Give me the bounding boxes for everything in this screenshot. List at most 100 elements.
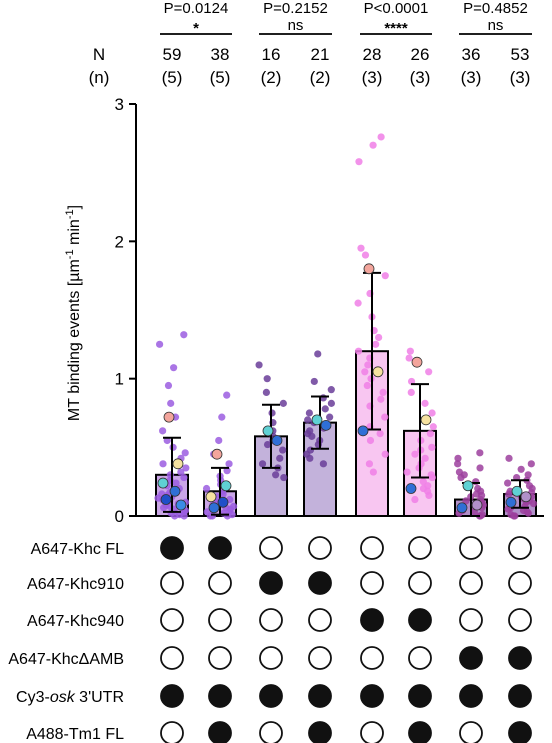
replicate-mean-point: [505, 496, 517, 508]
condition-dot-filled: [360, 608, 384, 632]
condition-dot-filled: [208, 684, 232, 708]
y-tick-label: 3: [115, 95, 124, 114]
data-point: [255, 361, 263, 369]
condition-dot-empty: [360, 571, 384, 595]
statistics-header: P=0.0124*P=0.2152nsP<0.0001****P=0.4852n…: [160, 0, 532, 37]
n-header-N: N: [93, 45, 105, 64]
count-n: (3): [461, 68, 482, 87]
count-N: 53: [511, 45, 530, 64]
data-point: [364, 361, 372, 369]
replicate-mean-point: [208, 502, 220, 514]
count-n: (5): [210, 68, 231, 87]
condition-dot-filled: [208, 721, 232, 743]
data-point: [223, 512, 232, 520]
condition-label-part: 3'UTR: [75, 689, 124, 706]
data-point: [327, 386, 335, 394]
data-point: [366, 436, 375, 445]
data-point: [354, 299, 362, 307]
y-tick-label: 0: [115, 507, 124, 526]
replicate-mean-point: [372, 366, 384, 378]
data-point: [381, 450, 389, 458]
data-point: [177, 468, 185, 476]
condition-dot-filled: [408, 684, 432, 708]
replicate-means: [157, 263, 532, 514]
replicate-mean-point: [420, 414, 432, 426]
data-point: [411, 450, 419, 458]
count-N: 16: [262, 45, 281, 64]
n-header-n: (n): [89, 68, 110, 87]
y-axis-label: MT binding events [µm-1 min-1]: [64, 205, 83, 421]
data-point: [181, 449, 189, 457]
significance-label: *: [193, 20, 199, 37]
data-point: [218, 413, 226, 421]
count-n: (5): [162, 68, 183, 87]
data-point: [421, 454, 429, 462]
data-point: [304, 416, 312, 424]
data-point: [327, 399, 335, 407]
condition-dot-empty: [459, 608, 483, 632]
data-point: [454, 460, 462, 468]
data-point: [428, 443, 436, 451]
condition-dot-empty: [259, 646, 283, 670]
data-point: [369, 141, 377, 149]
replicate-mean-point: [175, 499, 187, 511]
data-point: [517, 465, 525, 473]
data-point: [160, 504, 168, 512]
replicate-mean-point: [205, 491, 217, 503]
replicate-mean-point: [172, 458, 184, 470]
p-value: P<0.0001: [364, 0, 429, 17]
data-point: [406, 347, 414, 355]
condition-dot-filled: [459, 684, 483, 708]
y-axis-label-part: MT binding events [µm: [66, 259, 83, 421]
condition-dot-empty: [459, 571, 483, 595]
data-point: [505, 454, 513, 462]
data-point: [355, 158, 363, 166]
replicate-mean-point: [363, 263, 375, 275]
replicate-mean-point: [163, 411, 175, 423]
data-point: [202, 484, 211, 493]
y-axis-label-part: min: [66, 219, 83, 249]
condition-dot-empty: [360, 721, 384, 743]
data-point: [425, 491, 433, 499]
condition-dot-filled: [208, 536, 232, 560]
condition-label-part: Cy3-: [16, 689, 50, 706]
data-point: [503, 479, 512, 487]
condition-dot-filled: [508, 721, 532, 743]
data-point: [263, 375, 271, 383]
replicate-mean-point: [262, 425, 274, 437]
data-point: [428, 473, 436, 482]
data-point: [321, 405, 329, 413]
condition-dot-empty: [208, 608, 232, 632]
data-point: [354, 347, 363, 355]
replicate-mean-point: [462, 480, 474, 492]
data-point: [363, 381, 371, 390]
condition-dot-empty: [308, 646, 332, 670]
condition-dot-filled: [408, 721, 432, 743]
condition-dot-filled: [259, 684, 283, 708]
replicate-mean-point: [220, 480, 232, 492]
data-point: [454, 454, 462, 462]
condition-label: A647-Khc FL: [31, 541, 124, 558]
data-point: [280, 473, 288, 482]
condition-dot-empty: [160, 608, 184, 632]
count-n: (3): [362, 68, 383, 87]
condition-dot-empty: [459, 721, 483, 743]
condition-dot-empty: [408, 536, 432, 560]
replicate-mean-point: [320, 419, 332, 431]
data-point: [381, 272, 389, 280]
condition-dot-filled: [360, 684, 384, 708]
count-n: (3): [410, 68, 431, 87]
condition-dot-empty: [160, 571, 184, 595]
data-point: [279, 399, 287, 407]
condition-label-part: Δ: [79, 651, 90, 668]
condition-label-part: A647-Khc: [8, 651, 78, 668]
condition-label: Cy3-osk 3'UTR: [16, 689, 124, 706]
data-point: [428, 409, 436, 417]
condition-dot-empty: [408, 646, 432, 670]
data-point: [170, 364, 178, 372]
condition-dot-empty: [508, 608, 532, 632]
data-point: [180, 331, 188, 339]
data-point: [223, 391, 231, 399]
data-point: [524, 471, 532, 479]
count-N: 38: [211, 45, 230, 64]
